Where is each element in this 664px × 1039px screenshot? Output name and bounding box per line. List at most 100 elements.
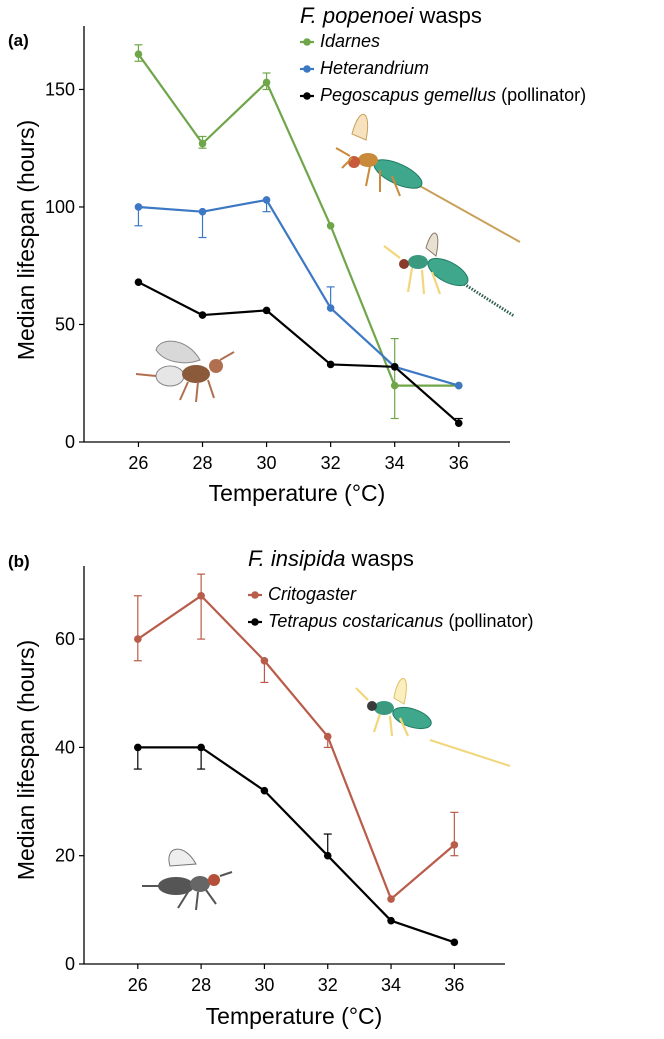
data-point: [454, 381, 463, 390]
legend-entry: Idarnes: [300, 31, 380, 51]
x-tick-label: 34: [381, 975, 401, 995]
tetrapus-wasp-illustration: [142, 848, 233, 911]
data-point: [198, 139, 207, 148]
legend-label-species: Heterandrium: [320, 58, 429, 78]
x-tick-label: 32: [321, 453, 341, 473]
series-pegoscapus-gemellus: [134, 278, 463, 427]
y-axis-title: Median lifespan (hours): [13, 120, 39, 360]
data-point: [323, 851, 332, 860]
series-heterandrium: [134, 196, 463, 390]
panel-label: (a): [8, 31, 29, 50]
data-point: [134, 203, 143, 211]
legend-label-species: Critogaster: [268, 584, 357, 604]
series-line: [137, 53, 459, 387]
legend-label-suffix: (pollinator): [496, 85, 586, 105]
chart-panel-a: 26 28 30 32 34 36 0 50 100 150 Temperature (°C) Med…: [8, 3, 586, 506]
legend-title-species: F. insipida: [248, 546, 345, 571]
data-point: [198, 207, 207, 216]
x-tick-label: 36: [444, 975, 464, 995]
legend-label: Idarnes: [320, 31, 380, 51]
legend-title-suffix: wasps: [413, 3, 481, 28]
data-point: [262, 196, 271, 204]
data-point: [198, 311, 207, 319]
data-point: [134, 635, 142, 643]
data-point: [260, 656, 269, 665]
legend-label: Critogaster: [268, 584, 357, 604]
data-point: [262, 306, 271, 315]
legend-label: Tetrapus costaricanus (pollinator): [268, 611, 533, 631]
legend-label-species: Idarnes: [320, 31, 380, 51]
data-point: [450, 841, 459, 849]
legend-entry: Critogaster: [248, 584, 357, 604]
x-tick-label: 26: [128, 975, 148, 995]
y-tick-label: 0: [65, 954, 75, 974]
legend-title-suffix: wasps: [345, 546, 413, 571]
data-point: [323, 732, 332, 741]
series-line: [137, 746, 455, 944]
data-point: [390, 381, 399, 390]
legend-title: F. insipida wasps: [248, 546, 414, 571]
series-line: [137, 281, 460, 425]
x-tick-label: 30: [254, 975, 274, 995]
series-line: [137, 594, 456, 901]
data-point: [262, 78, 271, 87]
panel-label: (b): [8, 552, 30, 571]
data-point: [390, 362, 399, 371]
data-point: [387, 895, 395, 903]
data-point: [197, 743, 205, 752]
x-tick-label: 32: [318, 975, 338, 995]
x-axis-title: Temperature (°C): [206, 1003, 383, 1029]
data-point: [197, 591, 205, 600]
legend-entry: Pegoscapus gemellus (pollinator): [300, 85, 586, 105]
data-point: [134, 50, 143, 59]
legend-swatch-point: [251, 591, 259, 599]
data-point: [387, 916, 395, 925]
y-tick-label: 150: [45, 79, 75, 99]
legend-label-species: Tetrapus costaricanus: [268, 611, 443, 631]
y-tick-label: 50: [55, 314, 75, 334]
idarnes-wasp-illustration: [335, 113, 521, 243]
y-tick-label: 40: [55, 737, 75, 757]
legend-swatch-point: [251, 618, 259, 626]
legend-label-species: Pegoscapus gemellus: [320, 85, 496, 105]
y-tick-label: 60: [55, 629, 75, 649]
chart-panel-b: 26 28 30 32 34 36 0 20 40 60 Temperature (°C) Media…: [8, 546, 533, 1029]
data-point: [326, 360, 335, 369]
y-axis-title: Median lifespan (hours): [13, 640, 39, 880]
data-point: [326, 221, 335, 230]
pegoscapus-wasp-illustration: [135, 340, 235, 403]
data-point: [260, 786, 269, 795]
legend-label: Heterandrium: [320, 58, 429, 78]
y-tick-label: 0: [65, 432, 75, 452]
series-idarnes: [134, 44, 463, 420]
data-point: [454, 419, 463, 427]
critogaster-wasp-illustration: [355, 678, 511, 767]
x-tick-label: 30: [257, 453, 277, 473]
legend-label-suffix: (pollinator): [443, 611, 533, 631]
data-point: [134, 743, 142, 752]
x-tick-label: 36: [449, 453, 469, 473]
legend-swatch-point: [303, 92, 311, 100]
series-line: [138, 198, 460, 387]
legend-title: F. popenoei wasps: [300, 3, 482, 28]
legend-entry: Tetrapus costaricanus (pollinator): [248, 611, 533, 631]
x-tick-label: 26: [128, 453, 148, 473]
heterandrium-wasp-illustration: [383, 232, 515, 318]
x-tick-label: 34: [385, 453, 405, 473]
legend-entry: Heterandrium: [300, 58, 429, 78]
legend-title-species: F. popenoei: [300, 3, 414, 28]
legend-swatch-point: [303, 65, 311, 73]
data-point: [450, 938, 459, 947]
y-tick-label: 20: [55, 846, 75, 866]
x-tick-label: 28: [191, 975, 211, 995]
data-point: [134, 278, 143, 286]
data-point: [326, 304, 335, 312]
legend-swatch-point: [303, 38, 311, 46]
series-tetrapus-costaricanus: [133, 743, 459, 947]
x-tick-label: 28: [192, 453, 212, 473]
y-tick-label: 100: [45, 197, 75, 217]
series-critogaster: [133, 573, 459, 903]
x-axis-title: Temperature (°C): [209, 480, 386, 506]
legend-label: Pegoscapus gemellus (pollinator): [320, 85, 586, 105]
